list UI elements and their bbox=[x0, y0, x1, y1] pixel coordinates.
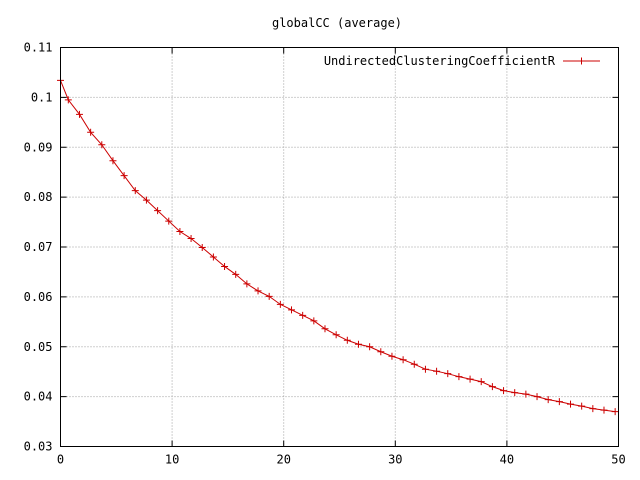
data-point-marker bbox=[75, 110, 83, 118]
data-point-marker bbox=[243, 280, 251, 288]
x-tick-label: 30 bbox=[388, 453, 402, 467]
data-point-marker bbox=[131, 187, 139, 195]
data-point-marker bbox=[377, 348, 385, 356]
x-tick-label: 40 bbox=[500, 453, 514, 467]
data-point-marker bbox=[354, 340, 362, 348]
data-point-marker bbox=[299, 311, 307, 319]
data-point-marker bbox=[544, 396, 552, 404]
data-point-marker bbox=[555, 398, 563, 406]
data-point-marker bbox=[64, 96, 72, 104]
data-point-marker bbox=[466, 375, 474, 383]
y-tick-label: 0.04 bbox=[24, 390, 53, 404]
data-point-marker bbox=[433, 367, 441, 375]
data-point-marker bbox=[444, 370, 452, 378]
y-tick-label: 0.08 bbox=[24, 190, 53, 204]
data-point-marker bbox=[254, 287, 262, 295]
data-point-marker bbox=[109, 157, 117, 165]
legend-marker-sample bbox=[578, 57, 585, 65]
data-point-marker bbox=[154, 207, 162, 215]
data-point-marker bbox=[87, 128, 95, 136]
data-point-marker bbox=[421, 365, 429, 373]
y-tick-label: 0.09 bbox=[24, 140, 53, 154]
data-point-marker bbox=[533, 393, 541, 401]
y-tick-label: 0.11 bbox=[24, 41, 53, 55]
series-layer bbox=[57, 76, 619, 416]
data-point-marker bbox=[165, 217, 173, 225]
data-point-marker bbox=[611, 408, 619, 416]
y-tick-label: 0.05 bbox=[24, 340, 53, 354]
data-point-marker bbox=[366, 343, 374, 351]
series-line bbox=[60, 80, 616, 413]
x-tick-label: 0 bbox=[57, 453, 64, 467]
y-tick-label: 0.07 bbox=[24, 240, 53, 254]
data-point-marker bbox=[176, 228, 184, 236]
x-tick-label: 10 bbox=[165, 453, 179, 467]
data-point-marker bbox=[578, 402, 586, 410]
data-point-marker bbox=[209, 253, 217, 261]
plot-frame bbox=[60, 47, 619, 447]
legend: UndirectedClusteringCoefficientR bbox=[324, 54, 600, 68]
data-point-marker bbox=[500, 387, 508, 395]
data-point-marker bbox=[410, 360, 418, 368]
data-point-marker bbox=[477, 378, 485, 386]
data-point-marker bbox=[276, 300, 284, 308]
data-point-marker bbox=[288, 306, 296, 314]
data-point-marker bbox=[310, 317, 318, 325]
x-tick-label: 20 bbox=[276, 453, 290, 467]
data-point-marker bbox=[511, 389, 519, 397]
y-tick-label: 0.06 bbox=[24, 290, 53, 304]
legend-label: UndirectedClusteringCoefficientR bbox=[324, 54, 556, 68]
data-point-marker bbox=[321, 325, 329, 333]
data-point-marker bbox=[265, 292, 273, 300]
data-point-marker bbox=[98, 141, 106, 149]
data-point-marker bbox=[567, 400, 575, 408]
data-point-marker bbox=[488, 383, 496, 391]
data-point-marker bbox=[343, 336, 351, 344]
data-point-marker bbox=[399, 356, 407, 364]
data-point-marker bbox=[332, 331, 340, 339]
data-point-marker bbox=[198, 243, 206, 251]
data-point-marker bbox=[589, 405, 597, 413]
data-point-marker bbox=[600, 406, 608, 414]
data-point-marker bbox=[142, 196, 150, 204]
data-point-marker bbox=[388, 352, 396, 360]
chart-title: globalCC (average) bbox=[272, 16, 402, 30]
data-point-marker bbox=[120, 172, 128, 180]
y-tick-label: 0.03 bbox=[24, 440, 53, 454]
data-point-marker bbox=[522, 390, 530, 398]
data-point-marker bbox=[187, 235, 195, 243]
data-point-marker bbox=[232, 270, 240, 278]
y-tick-label: 0.1 bbox=[31, 90, 53, 104]
data-point-marker bbox=[455, 373, 463, 381]
axes: 0 10 20 30 40 50 0.03 0.04 0.05 0.06 0.07 0.08 0.09 0… bbox=[24, 41, 626, 467]
x-tick-label: 50 bbox=[611, 453, 625, 467]
data-point-marker bbox=[221, 262, 229, 270]
grid-lines bbox=[60, 47, 619, 447]
